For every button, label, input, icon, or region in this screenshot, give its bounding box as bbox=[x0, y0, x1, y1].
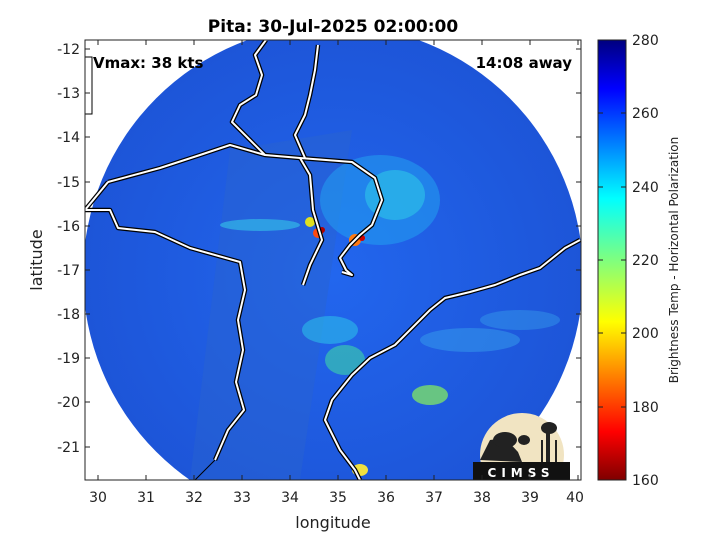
y-tick-label: -12 bbox=[57, 42, 80, 58]
y-tick-label: -13 bbox=[57, 86, 80, 102]
colorbar-ticks bbox=[598, 112, 626, 408]
y-tick-label: -17 bbox=[57, 263, 80, 279]
cimss-logo: CIMSS bbox=[473, 413, 570, 480]
x-tick-label: 40 bbox=[566, 490, 584, 506]
x-tick-label: 37 bbox=[425, 490, 443, 506]
colorbar-tick-label: 220 bbox=[632, 253, 659, 269]
y-tick-label: -18 bbox=[57, 307, 80, 323]
x-tick-label: 35 bbox=[329, 490, 347, 506]
axes-frame bbox=[84, 39, 582, 481]
x-tick-label: 34 bbox=[281, 490, 299, 506]
colorbar-label: Brightness Temp - Horizontal Polarizatio… bbox=[667, 137, 681, 384]
colorbar-tick-labels: 280 260 240 220 200 180 160 bbox=[632, 33, 659, 489]
colorbar-tick-label: 260 bbox=[632, 106, 659, 122]
colorbar-tick-label: 240 bbox=[632, 180, 659, 196]
vmax-label: Vmax: 38 kts bbox=[93, 54, 203, 72]
svg-text:CIMSS: CIMSS bbox=[488, 466, 555, 480]
tick-marks bbox=[85, 40, 581, 480]
coastlines bbox=[85, 40, 581, 480]
time-away-label: 14:08 away bbox=[476, 54, 573, 72]
y-tick-label: -19 bbox=[57, 351, 80, 367]
colorbar-tick-label: 280 bbox=[632, 33, 659, 49]
y-tick-label: -15 bbox=[57, 175, 80, 191]
x-tick-label: 32 bbox=[185, 490, 203, 506]
x-tick-label: 38 bbox=[473, 490, 491, 506]
colorbar-tick-label: 180 bbox=[632, 400, 659, 416]
plot-title: Pita: 30-Jul-2025 02:00:00 bbox=[208, 17, 459, 37]
y-tick-label: -16 bbox=[57, 219, 80, 235]
x-tick-label: 31 bbox=[137, 490, 155, 506]
y-tick-label: -14 bbox=[57, 130, 80, 146]
x-axis-label: longitude bbox=[295, 513, 370, 532]
y-tick-labels: -12 -13 -14 -15 -16 -17 -18 -19 -20 -21 bbox=[57, 42, 80, 456]
x-tick-labels: 30 31 32 33 34 35 36 37 38 39 40 bbox=[89, 490, 584, 506]
colorbar-tick-label: 200 bbox=[632, 326, 659, 342]
legend-box bbox=[84, 56, 93, 115]
y-tick-label: -21 bbox=[57, 440, 80, 456]
x-tick-label: 33 bbox=[233, 490, 251, 506]
y-tick-label: -20 bbox=[57, 395, 80, 411]
x-tick-label: 30 bbox=[89, 490, 107, 506]
y-axis-label: latitude bbox=[27, 229, 46, 290]
colorbar-tick-label: 160 bbox=[632, 473, 659, 489]
x-tick-label: 36 bbox=[377, 490, 395, 506]
x-tick-label: 39 bbox=[521, 490, 539, 506]
